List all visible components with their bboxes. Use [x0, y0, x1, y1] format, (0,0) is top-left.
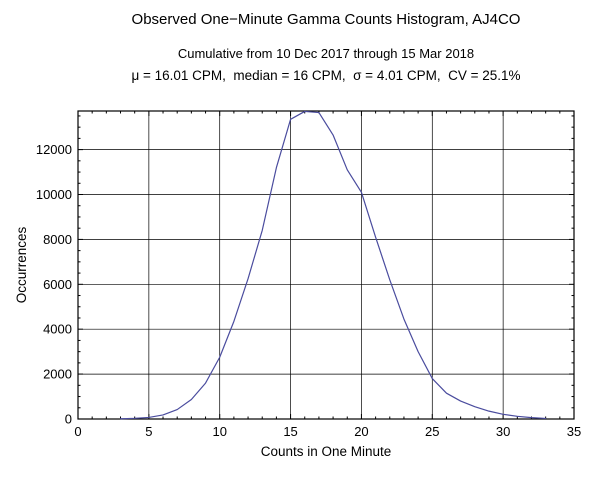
x-tick-label: 5 — [145, 424, 152, 439]
y-tick-label: 6000 — [43, 277, 72, 292]
x-tick-label: 15 — [283, 424, 297, 439]
y-axis-label: Occurrences — [14, 226, 29, 303]
chart-title: Observed One−Minute Gamma Counts Histogr… — [131, 11, 521, 28]
y-tick-label: 10000 — [36, 187, 72, 202]
x-tick-label: 0 — [74, 424, 81, 439]
plot-frame — [77, 110, 575, 420]
chart-subtitle: Cumulative from 10 Dec 2017 through 15 M… — [177, 46, 475, 61]
x-tick-label: 20 — [354, 424, 368, 439]
y-tick-label: 2000 — [43, 367, 72, 382]
histogram-curve — [119, 110, 547, 420]
x-tick-label: 10 — [212, 424, 226, 439]
x-tick-label: 30 — [496, 424, 510, 439]
chart-stats-line: μ = 16.01 CPM, median = 16 CPM, σ = 4.01… — [131, 68, 521, 83]
x-tick-label: 25 — [425, 424, 439, 439]
y-tick-label: 4000 — [43, 322, 72, 337]
x-axis-label: Counts in One Minute — [261, 444, 392, 459]
x-tick-label: 35 — [567, 424, 581, 439]
y-tick-label: 12000 — [36, 142, 72, 157]
y-tick-label: 8000 — [43, 232, 72, 247]
y-tick-label: 0 — [65, 412, 72, 427]
